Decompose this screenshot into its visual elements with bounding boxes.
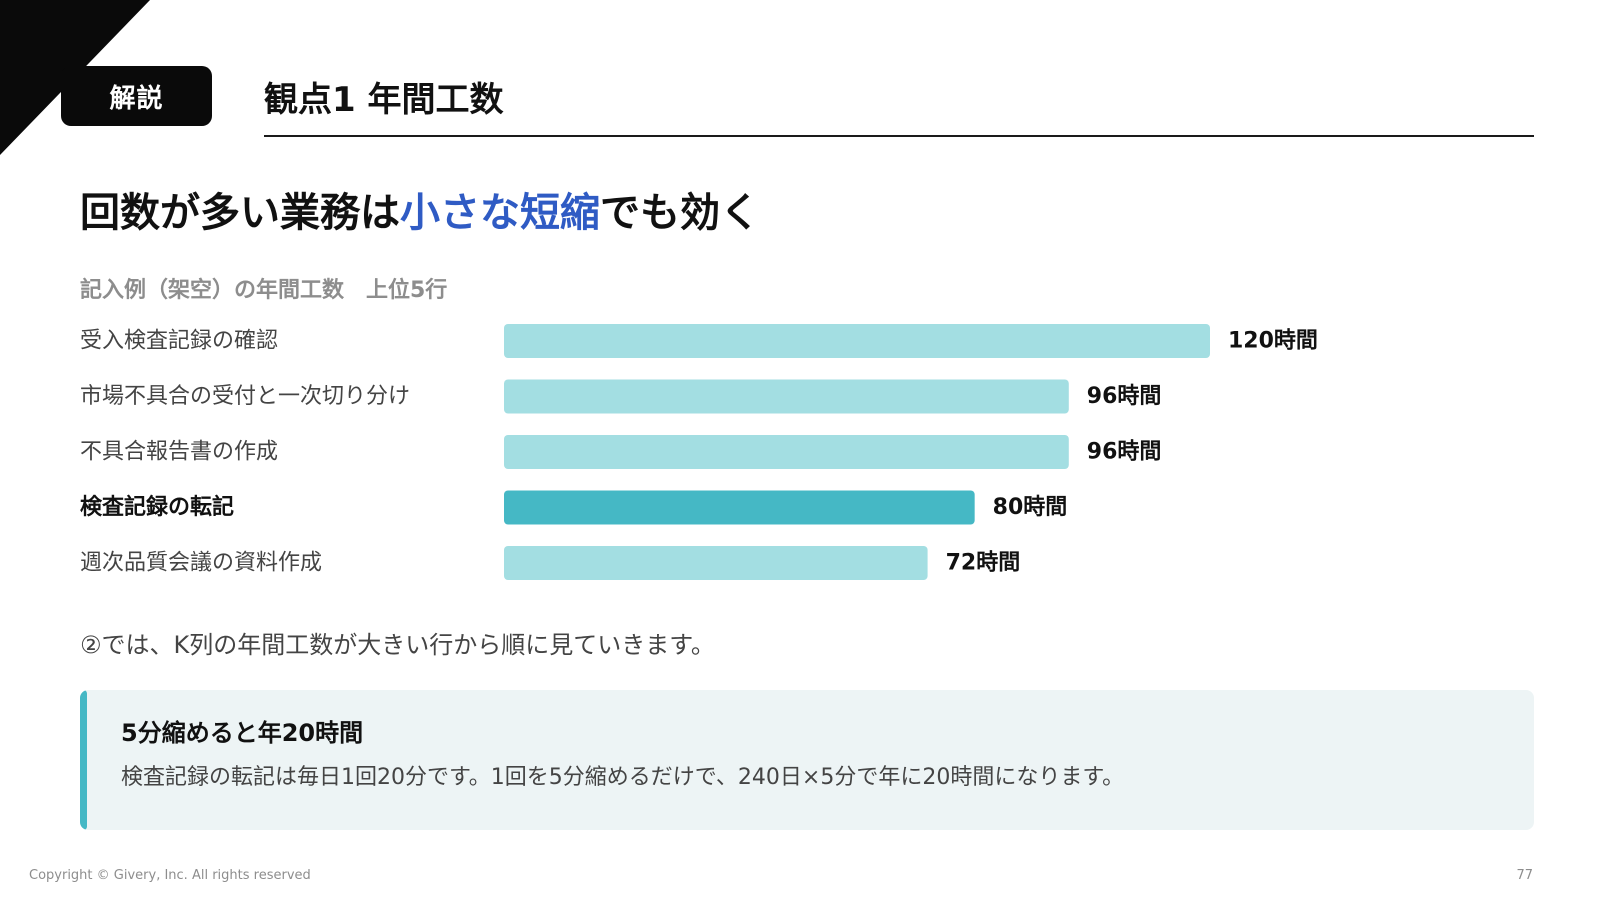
bar-value-label: 96時間 (1087, 440, 1162, 465)
category-label: 検査記録の転記 (80, 494, 234, 520)
bar-value-label: 80時間 (993, 495, 1068, 520)
title-divider (264, 135, 1534, 137)
bar (504, 324, 1210, 358)
tip-callout: 5分縮めると年20時間 検査記録の転記は毎日1回20分です。1回を5分縮めるだけ… (80, 690, 1534, 830)
headline: 回数が多い業務は小さな短縮でも効く (80, 186, 760, 240)
bar (504, 546, 928, 580)
bar (504, 490, 975, 525)
bar (504, 435, 1069, 469)
bar-value-label: 96時間 (1087, 384, 1162, 409)
chart-caption: 記入例（架空）の年間工数 上位5行 (80, 278, 448, 303)
bar-value-label: 120時間 (1228, 329, 1318, 354)
headline-part-before: 回数が多い業務は (80, 190, 400, 236)
headline-highlight: 小さな短縮 (400, 190, 600, 236)
callout-title: 5分縮めると年20時間 (121, 719, 364, 747)
page-number: 77 (1516, 868, 1533, 883)
explanation-badge: 解説 (61, 66, 212, 126)
section-title: 観点1 年間工数 (264, 80, 504, 120)
callout-accent-bar (80, 690, 87, 830)
bar-value-label: 72時間 (946, 551, 1021, 576)
bar (504, 379, 1069, 414)
explanation-note: ②では、K列の年間工数が大きい行から順に見ていきます。 (80, 631, 715, 659)
headline-part-after: でも効く (600, 190, 760, 236)
category-label: 市場不具合の受付と一次切り分け (80, 384, 410, 409)
callout-body: 検査記録の転記は毎日1回20分です。1回を5分縮めるだけで、240日×5分で年に… (121, 765, 1125, 790)
category-label: 受入検査記録の確認 (80, 329, 278, 354)
category-label: 不具合報告書の作成 (80, 440, 278, 465)
footer-copyright: Copyright © Givery, Inc. All rights rese… (29, 868, 311, 883)
category-label: 週次品質会議の資料作成 (80, 551, 322, 576)
